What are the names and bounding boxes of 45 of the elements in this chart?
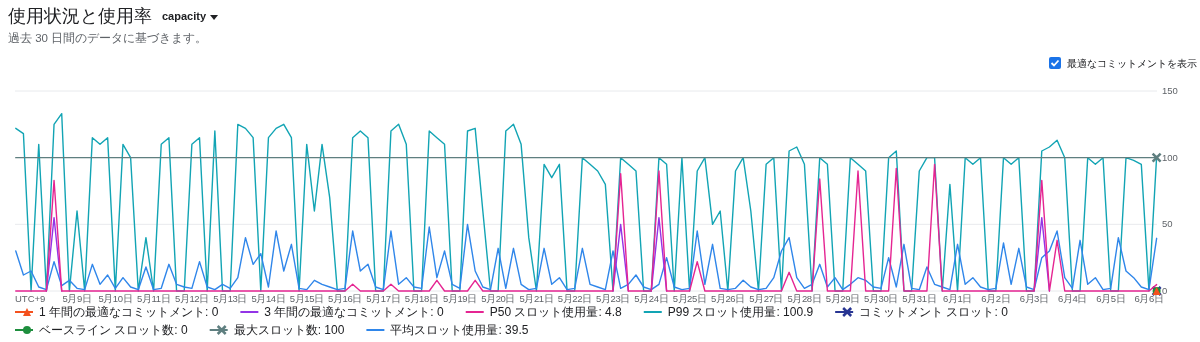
x-tick-label: 5月28日 [787,293,822,304]
legend-label: P99 スロット使用量: 100.9 [667,305,814,319]
x-tick-label: 6月1日 [943,293,973,304]
x-tick-label: 5月13日 [213,293,248,304]
x-tick-label: 5月26日 [710,293,745,304]
legend-label: ベースライン スロット数: 0 [39,323,188,337]
x-tick-label: 5月24日 [634,293,669,304]
x-tick-label: 5月9日 [62,293,92,304]
text: UTC+9 [15,293,46,304]
x-tick-label: 5月23日 [596,293,630,304]
chart-subtitle: 過去 30 日間のデータに基づきます。 [8,32,208,45]
x-tick-label: 5月16日 [328,293,362,304]
chart-title: 使用状況と使用率 [8,6,152,26]
legend-label: 1 年間の最適なコミットメント: 0 [39,305,219,319]
legend-label: コミットメント スロット: 0 [859,305,1009,319]
x-tick-label: 5月17日 [366,293,401,304]
x-tick-label: 5月15日 [289,293,324,304]
y-tick-label: 150 [1162,85,1178,96]
legend-label: P50 スロット使用量: 4.8 [489,305,623,319]
y-tick-label: 50 [1162,218,1173,230]
x-tick-label: 6月2日 [981,293,1011,304]
legend-label: 最大スロット数: 100 [233,323,345,337]
x-tick-label: 5月19日 [442,293,477,304]
x-tick-label: 5月18日 [404,293,439,304]
x-tick-label: 5月22日 [557,293,592,304]
x-tick-label: 5月14日 [251,293,286,304]
x-tick-label: 5月31日 [902,293,937,304]
y-tick-label: 100 [1162,151,1178,163]
x-tick-label: 5月20日 [481,293,516,304]
text: capacity [162,10,207,22]
x-tick-label: 5月27日 [749,293,784,304]
y-tick-label: 0 [1162,285,1168,296]
x-tick-label: 5月30日 [864,293,898,304]
text: 最適なコミットメントを表示 [1067,58,1197,69]
legend-label: 3 年間の最適なコミットメント: 0 [264,305,445,319]
x-tick-label: 5月29日 [825,293,860,304]
x-tick-label: 5月25日 [672,293,707,304]
x-tick-label: 5月21日 [519,293,554,304]
x-tick-label: 6月5日 [1096,293,1126,304]
legend-label: 平均スロット使用量: 39.5 [390,323,529,337]
x-tick-label: 5月12日 [174,293,209,304]
x-tick-label: 5月11日 [137,293,171,304]
x-tick-label: 6月4日 [1057,293,1087,304]
x-tick-label: 6月3日 [1019,293,1049,304]
x-tick-label: 5月10日 [98,293,133,304]
